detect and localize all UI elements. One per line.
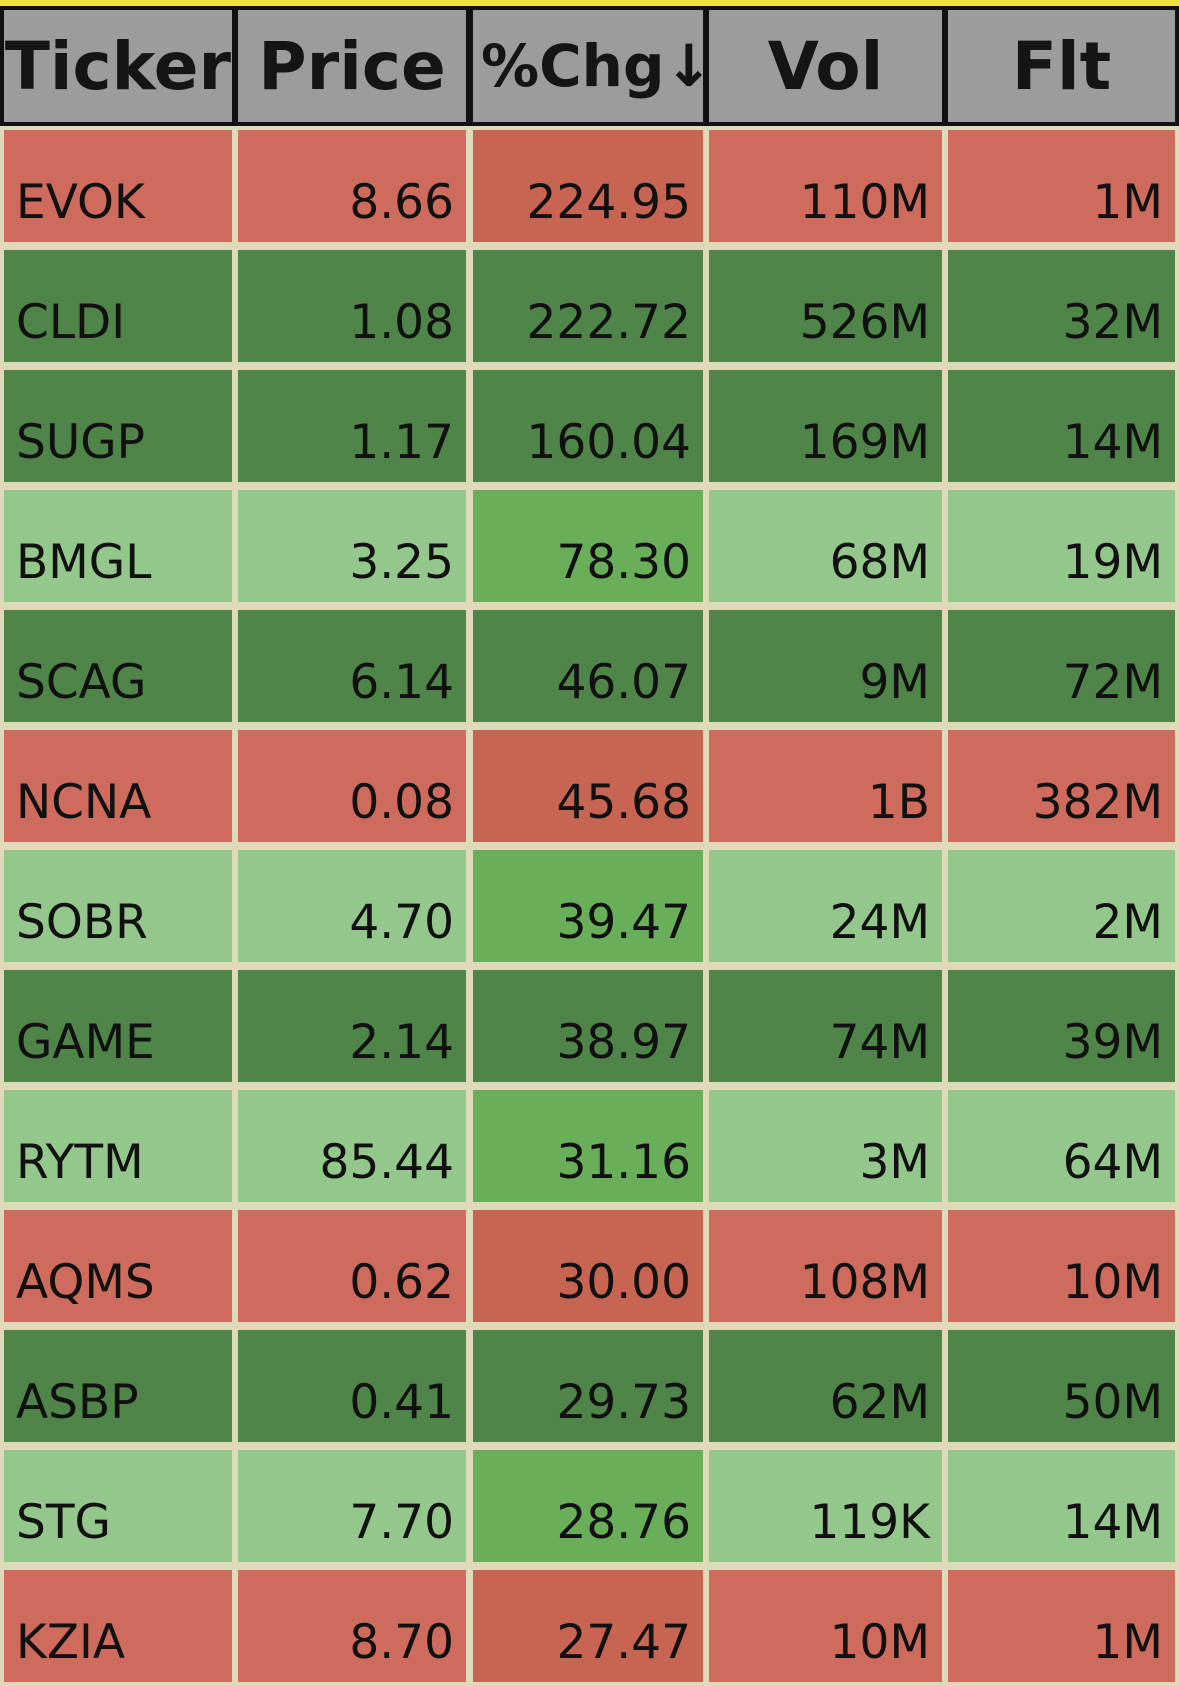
cell-pct-change: 78.30 (473, 490, 703, 602)
cell-volume: 526M (709, 250, 942, 362)
table-row[interactable]: NCNA 0.08 45.68 1B 382M (0, 726, 1179, 846)
cell-volume: 62M (709, 1330, 942, 1442)
cell-float: 64M (948, 1090, 1175, 1202)
cell-volume: 1B (709, 730, 942, 842)
cell-pct-change: 39.47 (473, 850, 703, 962)
cell-ticker: SCAG (4, 610, 232, 722)
cell-float: 2M (948, 850, 1175, 962)
cell-float: 32M (948, 250, 1175, 362)
cell-pct-change: 160.04 (473, 370, 703, 482)
cell-price: 0.41 (238, 1330, 466, 1442)
cell-ticker: BMGL (4, 490, 232, 602)
table-row[interactable]: CLDI 1.08 222.72 526M 32M (0, 246, 1179, 366)
cell-price: 1.08 (238, 250, 466, 362)
cell-price: 0.62 (238, 1210, 466, 1322)
cell-pct-change: 28.76 (473, 1450, 703, 1562)
table-row[interactable]: GAME 2.14 38.97 74M 39M (0, 966, 1179, 1086)
table-row[interactable]: RYTM 85.44 31.16 3M 64M (0, 1086, 1179, 1206)
cell-price: 8.66 (238, 130, 466, 242)
cell-price: 2.14 (238, 970, 466, 1082)
header-price[interactable]: Price (238, 10, 466, 122)
cell-ticker: KZIA (4, 1570, 232, 1682)
cell-pct-change: 224.95 (473, 130, 703, 242)
cell-float: 1M (948, 1570, 1175, 1682)
cell-float: 14M (948, 370, 1175, 482)
table-row[interactable]: SOBR 4.70 39.47 24M 2M (0, 846, 1179, 966)
cell-ticker: GAME (4, 970, 232, 1082)
table-row[interactable]: STG 7.70 28.76 119K 14M (0, 1446, 1179, 1566)
cell-pct-change: 30.00 (473, 1210, 703, 1322)
top-accent-line (0, 0, 1179, 6)
cell-pct-change: 38.97 (473, 970, 703, 1082)
cell-ticker: CLDI (4, 250, 232, 362)
cell-pct-change: 27.47 (473, 1570, 703, 1682)
header-volume[interactable]: Vol (709, 10, 942, 122)
header-pct-change-sorted[interactable]: %Chg↓ (473, 10, 713, 122)
cell-price: 4.70 (238, 850, 466, 962)
table-row[interactable]: SUGP 1.17 160.04 169M 14M (0, 366, 1179, 486)
cell-ticker: RYTM (4, 1090, 232, 1202)
cell-price: 3.25 (238, 490, 466, 602)
cell-ticker: AQMS (4, 1210, 232, 1322)
cell-pct-change: 31.16 (473, 1090, 703, 1202)
cell-float: 382M (948, 730, 1175, 842)
cell-pct-change: 45.68 (473, 730, 703, 842)
cell-price: 8.70 (238, 1570, 466, 1682)
cell-volume: 24M (709, 850, 942, 962)
cell-float: 14M (948, 1450, 1175, 1562)
cell-volume: 119K (709, 1450, 942, 1562)
cell-float: 39M (948, 970, 1175, 1082)
cell-ticker: SOBR (4, 850, 232, 962)
cell-ticker: EVOK (4, 130, 232, 242)
cell-float: 19M (948, 490, 1175, 602)
cell-pct-change: 29.73 (473, 1330, 703, 1442)
cell-price: 7.70 (238, 1450, 466, 1562)
table-row[interactable]: ASBP 0.41 29.73 62M 50M (0, 1326, 1179, 1446)
table-row[interactable]: AQMS 0.62 30.00 108M 10M (0, 1206, 1179, 1326)
cell-volume: 68M (709, 490, 942, 602)
cell-pct-change: 222.72 (473, 250, 703, 362)
cell-float: 72M (948, 610, 1175, 722)
cell-float: 50M (948, 1330, 1175, 1442)
cell-volume: 74M (709, 970, 942, 1082)
cell-price: 6.14 (238, 610, 466, 722)
cell-ticker: STG (4, 1450, 232, 1562)
cell-volume: 10M (709, 1570, 942, 1682)
cell-volume: 9M (709, 610, 942, 722)
header-ticker[interactable]: Ticker (4, 10, 232, 122)
table-row[interactable]: SCAG 6.14 46.07 9M 72M (0, 606, 1179, 726)
cell-float: 10M (948, 1210, 1175, 1322)
table-header: Ticker Price %Chg↓ Vol Flt (0, 6, 1179, 126)
cell-ticker: ASBP (4, 1330, 232, 1442)
cell-price: 1.17 (238, 370, 466, 482)
cell-pct-change: 46.07 (473, 610, 703, 722)
cell-volume: 3M (709, 1090, 942, 1202)
cell-volume: 110M (709, 130, 942, 242)
cell-ticker: SUGP (4, 370, 232, 482)
cell-volume: 169M (709, 370, 942, 482)
cell-float: 1M (948, 130, 1175, 242)
cell-price: 85.44 (238, 1090, 466, 1202)
cell-price: 0.08 (238, 730, 466, 842)
table-row[interactable]: BMGL 3.25 78.30 68M 19M (0, 486, 1179, 606)
table-row[interactable]: KZIA 8.70 27.47 10M 1M (0, 1566, 1179, 1686)
header-float[interactable]: Flt (948, 10, 1175, 122)
cell-volume: 108M (709, 1210, 942, 1322)
cell-ticker: NCNA (4, 730, 232, 842)
table-row[interactable]: EVOK 8.66 224.95 110M 1M (0, 126, 1179, 246)
